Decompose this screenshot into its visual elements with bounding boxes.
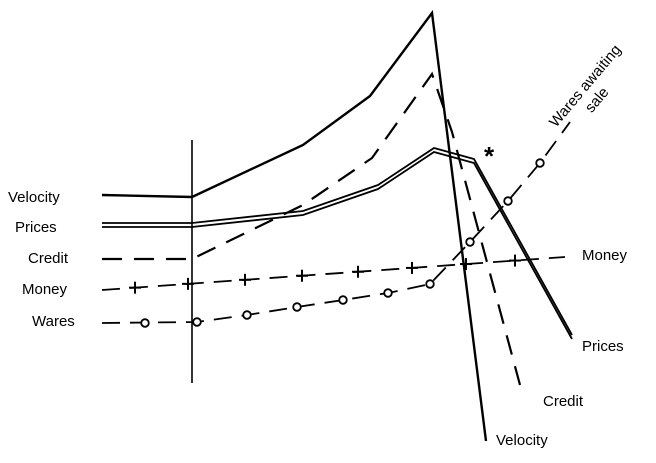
point-money-5 — [406, 261, 418, 274]
series-line-prices-upper — [102, 147, 573, 336]
label-left-wares: Wares — [32, 313, 75, 330]
series-line-velocity — [101, 9, 488, 442]
series-line-money — [101, 256, 566, 291]
point-wares-5 — [383, 288, 393, 298]
marker-layer — [129, 158, 545, 328]
point-wares-8 — [503, 196, 513, 206]
point-wares-4 — [338, 295, 348, 305]
label-right-prices: Prices — [582, 338, 624, 355]
label-left-money: Money — [22, 281, 68, 298]
point-wares-7 — [465, 237, 475, 247]
point-wares-2 — [242, 310, 252, 320]
point-wares-9 — [535, 158, 545, 168]
point-money-0 — [129, 281, 141, 294]
label-left-credit: Credit — [28, 250, 69, 267]
label-right-velocity: Velocity — [496, 432, 548, 449]
point-wares-1 — [192, 317, 202, 327]
series-line-credit — [102, 71, 522, 386]
label-wares-awaiting-sale: Wares awaitingsale — [546, 42, 638, 143]
point-money-7 — [509, 254, 521, 267]
series-layer — [101, 9, 573, 442]
label-left-prices: Prices — [15, 219, 57, 236]
point-wares-3 — [292, 302, 302, 312]
point-wares-6 — [425, 279, 435, 289]
label-wares-awaiting-sale-line-0: Wares awaiting — [546, 42, 625, 131]
point-money-2 — [239, 273, 251, 286]
label-left-velocity: Velocity — [8, 189, 60, 206]
point-money-1 — [182, 277, 194, 290]
point-wares-0 — [140, 318, 150, 328]
label-right-credit: Credit — [543, 393, 584, 410]
point-money-3 — [296, 269, 308, 282]
point-money-6 — [460, 258, 472, 271]
star-annotation: * — [484, 141, 495, 171]
series-line-prices-lower — [102, 151, 573, 340]
label-right-money: Money — [582, 247, 628, 264]
point-money-4 — [352, 265, 364, 278]
